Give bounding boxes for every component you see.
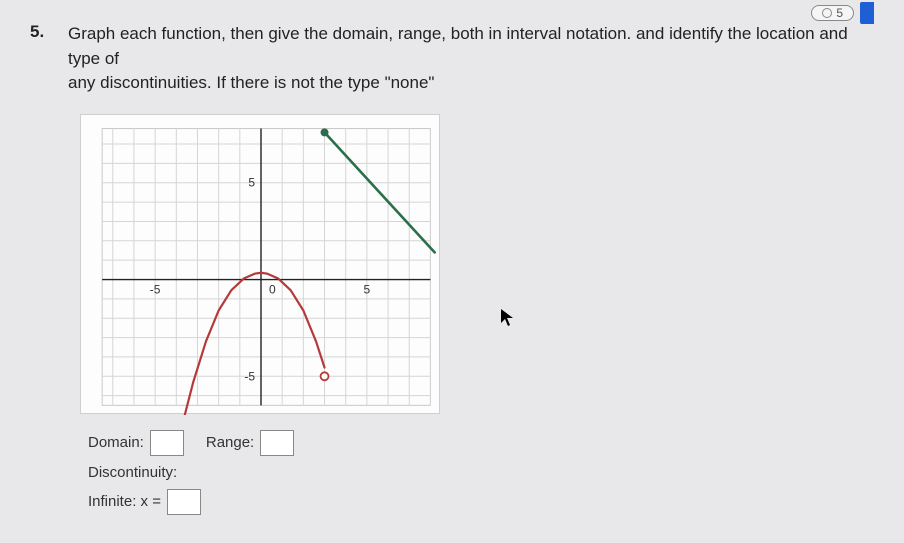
question-number: 5. — [30, 22, 50, 96]
svg-text:0: 0 — [269, 282, 276, 296]
range-input[interactable] — [260, 430, 294, 456]
svg-text:-5: -5 — [150, 282, 161, 296]
svg-text:-5: -5 — [244, 369, 255, 383]
graph-svg: -5 0 5 5 -5 — [81, 115, 441, 415]
range-label: Range: — [206, 434, 254, 451]
page-indicator-value: 5 — [836, 6, 843, 20]
answers-block: Domain: Range: Discontinuity: Infinite: … — [30, 430, 874, 515]
svg-text:5: 5 — [248, 176, 255, 190]
infinite-input[interactable] — [167, 489, 201, 515]
page-indicator-pill: 5 — [811, 5, 854, 21]
domain-input[interactable] — [150, 430, 184, 456]
function-graph: -5 0 5 5 -5 — [80, 114, 440, 414]
mouse-cursor-icon — [500, 308, 516, 333]
question-block: 5. Graph each function, then give the do… — [30, 22, 874, 96]
discontinuity-label: Discontinuity: — [88, 464, 177, 481]
svg-text:5: 5 — [364, 282, 371, 296]
infinite-label: Infinite: x = — [88, 493, 161, 510]
question-text: Graph each function, then give the domai… — [68, 22, 874, 96]
domain-label: Domain: — [88, 434, 144, 451]
circle-icon — [822, 8, 832, 18]
question-text-line2: any discontinuities. If there is not the… — [68, 73, 434, 92]
question-text-line1: Graph each function, then give the domai… — [68, 24, 848, 68]
blue-corner-tab — [860, 2, 874, 24]
